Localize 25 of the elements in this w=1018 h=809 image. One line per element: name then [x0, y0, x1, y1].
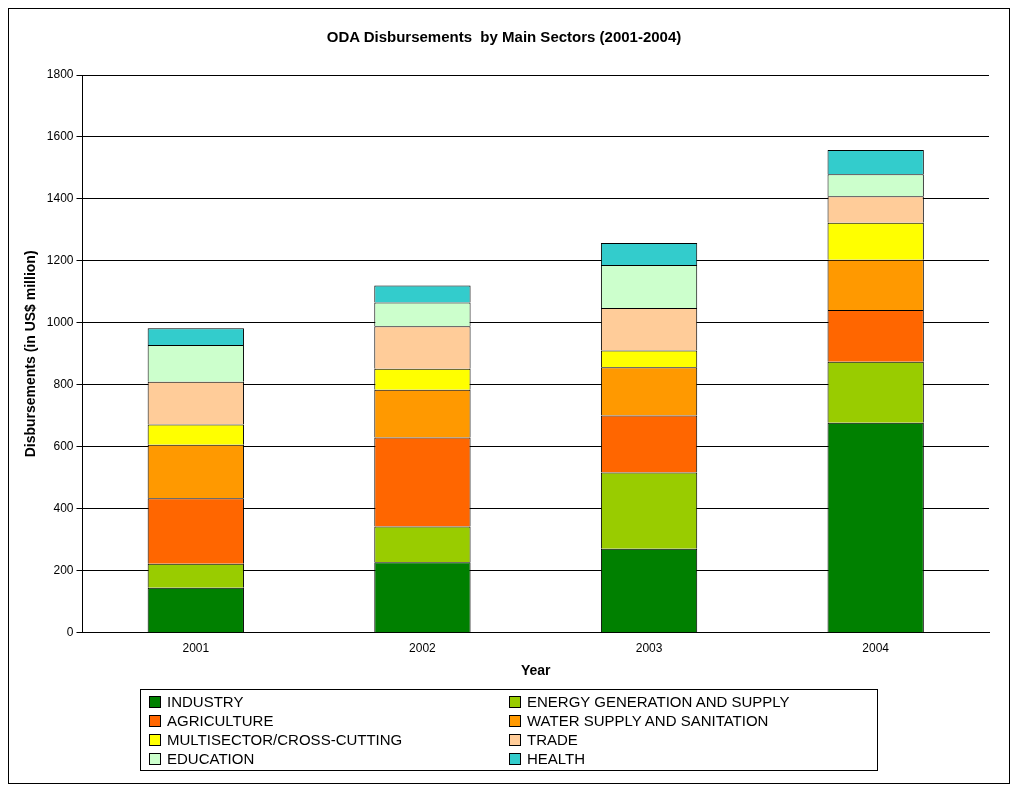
y-tick-label: 600 — [53, 439, 74, 454]
y-tick-label: 1600 — [46, 129, 74, 144]
y-tick-label: 1200 — [46, 253, 74, 268]
legend-label: WATER SUPPLY AND SANITATION — [527, 712, 769, 729]
x-tick-label: 2001 — [182, 641, 210, 656]
legend-label: HEALTH — [527, 750, 586, 767]
x-tick-label: 2003 — [635, 641, 663, 656]
legend-label: EDUCATION — [167, 750, 255, 767]
y-tick-label: 800 — [53, 377, 74, 392]
legend-label: TRADE — [527, 731, 578, 748]
y-tick-label: 1400 — [46, 191, 74, 206]
legend-label: MULTISECTOR/CROSS-CUTTING — [167, 731, 403, 748]
y-tick-label: 400 — [53, 501, 74, 516]
y-tick-label: 0 — [66, 625, 74, 640]
legend-label: ENERGY GENERATION AND SUPPLY — [527, 693, 790, 710]
y-axis-title: Disbursements (in US$ million) — [22, 250, 39, 458]
x-tick-label: 2004 — [862, 641, 890, 656]
y-tick-label: 1000 — [46, 315, 74, 330]
y-tick-label: 200 — [53, 563, 74, 578]
legend-label: INDUSTRY — [167, 693, 244, 710]
x-axis-title: Year — [520, 662, 552, 679]
legend-label: AGRICULTURE — [167, 712, 274, 729]
y-tick-label: 1800 — [46, 67, 74, 82]
chart-title: ODA Disbursements by Main Sectors (2001-2004) — [326, 28, 682, 46]
x-tick-label: 2002 — [409, 641, 437, 656]
